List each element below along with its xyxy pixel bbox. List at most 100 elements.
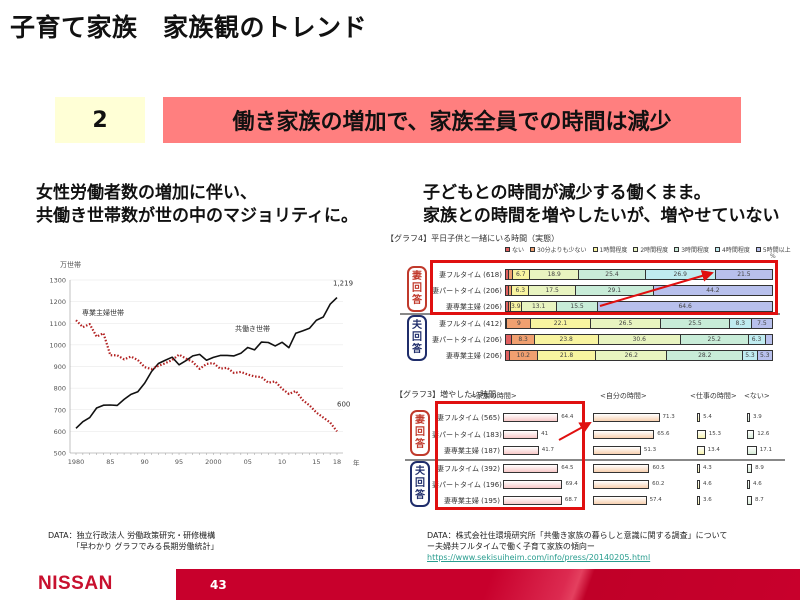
svg-text:600: 600 [54, 428, 66, 436]
legend-label: 2時間程度 [640, 247, 669, 254]
bar-value: 4.3 [703, 465, 712, 471]
bar-segment [506, 335, 513, 344]
highlight-box [430, 260, 778, 315]
source-link[interactable]: https://www.sekisuiheim.com/info/press/2… [427, 553, 651, 562]
svg-text:1980: 1980 [68, 458, 85, 466]
bar-value: 51.3 [643, 447, 657, 453]
row-label: 妻専業主婦 (206) [445, 303, 502, 311]
slide-title: 子育て家族 家族観のトレンド [10, 13, 368, 42]
svg-text:800: 800 [54, 385, 66, 393]
bar [697, 480, 700, 489]
bar [747, 430, 755, 439]
bar-value: 71.3 [662, 414, 675, 420]
legend-item: 30分よりも少ない [530, 245, 587, 254]
left-source-line2: 「早わかり グラフでみる長期労働統計」 [72, 542, 219, 551]
bar-value: 64.5 [561, 465, 574, 471]
svg-text:85: 85 [106, 458, 114, 466]
bar-segment: 21.5 [715, 270, 772, 279]
svg-text:1100: 1100 [49, 320, 66, 328]
bar-segment: 9 [507, 319, 532, 328]
legend-item: 5時間以上 [755, 245, 791, 254]
bar [747, 480, 750, 489]
bar-value: 4.6 [703, 481, 712, 487]
row-label: 妻専業主婦 (206) [445, 352, 502, 360]
bar [593, 413, 660, 422]
category-header: <自分の時間> [600, 392, 647, 400]
bar-value: 60.2 [652, 481, 665, 487]
svg-text:1200: 1200 [49, 298, 66, 306]
svg-text:95: 95 [175, 458, 183, 466]
legend-swatch [505, 247, 510, 252]
bar [593, 480, 650, 489]
highlight-box [435, 401, 585, 510]
bar-segment [508, 302, 512, 311]
category-header: <仕事の時間> [690, 392, 737, 400]
bar-value: 41 [541, 431, 549, 437]
bar-value: 41.7 [541, 447, 554, 453]
graph4-legend: ない 30分よりも少ない 1時間程度 2時間程度 3時間程度 4時間程度 5時間以上 [505, 245, 791, 254]
graph4-title: 【グラフ4】平日子供と一緒にいる時間（実態） [386, 234, 560, 243]
bar-segment: 7.5 [751, 319, 772, 328]
svg-text:500: 500 [54, 450, 66, 458]
graph4-unit: % [770, 253, 776, 260]
left-subtitle-line1: 女性労働者数の増加に伴い、 [36, 183, 257, 203]
footer-bar [176, 569, 800, 600]
svg-text:共働き世帯: 共働き世帯 [235, 324, 270, 333]
svg-text:700: 700 [54, 406, 66, 414]
svg-text:1300: 1300 [49, 277, 66, 285]
bar-segment: 13.1 [521, 302, 557, 311]
bar [503, 480, 563, 489]
bar-segment: 8.3 [729, 319, 752, 328]
row-label: 妻専業主婦 (187) [443, 447, 500, 455]
bar-value: 64.4 [561, 414, 574, 420]
legend-item: ない [505, 245, 524, 254]
legend-item: 4時間程度 [715, 245, 750, 254]
left-subtitle: 女性労働者数の増加に伴い、 共働き世帯数が世の中のマジョリティに。 [36, 182, 358, 228]
bar-value: 68.7 [564, 497, 578, 503]
row-label: 妻専業主婦 (195) [443, 497, 500, 505]
row-label: 妻パートタイム (183) [432, 431, 502, 439]
stacked-bar: 9 22.1 26.5 25.5 8.3 7.5 [505, 318, 773, 329]
bar [593, 446, 641, 455]
svg-text:05: 05 [244, 458, 252, 466]
right-source-line1: DATA：株式会社住環境研究所「共働き家族の暮らしと意識に関する調査」について [427, 531, 728, 540]
bar [503, 413, 559, 422]
bar-segment: 25.2 [680, 335, 749, 344]
bar [593, 430, 655, 439]
svg-text:1000: 1000 [49, 341, 66, 349]
bar-segment: 25.5 [661, 319, 730, 328]
svg-text:90: 90 [141, 458, 149, 466]
bar-segment: 15.5 [556, 302, 599, 311]
right-subtitle: 子どもとの時間が減少する働くまま。 家族との時間を増やしたいが、増やせていない [423, 182, 780, 228]
bar [593, 496, 647, 505]
left-source-line1: DATA：独立行政法人 労働政策研究・研修機構 [48, 531, 216, 540]
bar [593, 464, 650, 473]
bar-segment: 6.7 [512, 270, 530, 279]
row-label: 妻パートタイム (206) [432, 287, 502, 295]
right-subtitle-line2: 家族との時間を増やしたいが、増やせていない [423, 206, 780, 226]
bar-value: 8.9 [755, 465, 764, 471]
row-label: 妻フルタイム (618) [439, 271, 502, 279]
row-label: 妻フルタイム (565) [437, 414, 500, 422]
bar-value: 3.6 [703, 497, 712, 503]
bar-segment [506, 286, 509, 295]
bar-value: 17.1 [759, 447, 773, 453]
bar-segment [506, 302, 509, 311]
row-label: 妻パートタイム (196) [432, 481, 502, 489]
legend-item: 1時間程度 [592, 245, 627, 254]
bar [503, 430, 539, 439]
bar-segment [506, 270, 509, 279]
bar-segment: 22.1 [531, 319, 591, 328]
bar-segment: 6.3 [748, 335, 766, 344]
bar-segment: 3.9 [511, 302, 522, 311]
bar-value: 69.4 [565, 481, 578, 487]
svg-text:600: 600 [337, 400, 350, 408]
legend-label: 30分よりも少ない [537, 247, 587, 254]
svg-text:10: 10 [278, 458, 286, 466]
bar-value: 57.4 [649, 497, 662, 503]
bar-segment: 18.9 [530, 270, 580, 279]
bar-segment [765, 335, 772, 344]
bar-segment: 21.8 [537, 351, 597, 360]
bar-value: 8.7 [754, 497, 764, 503]
